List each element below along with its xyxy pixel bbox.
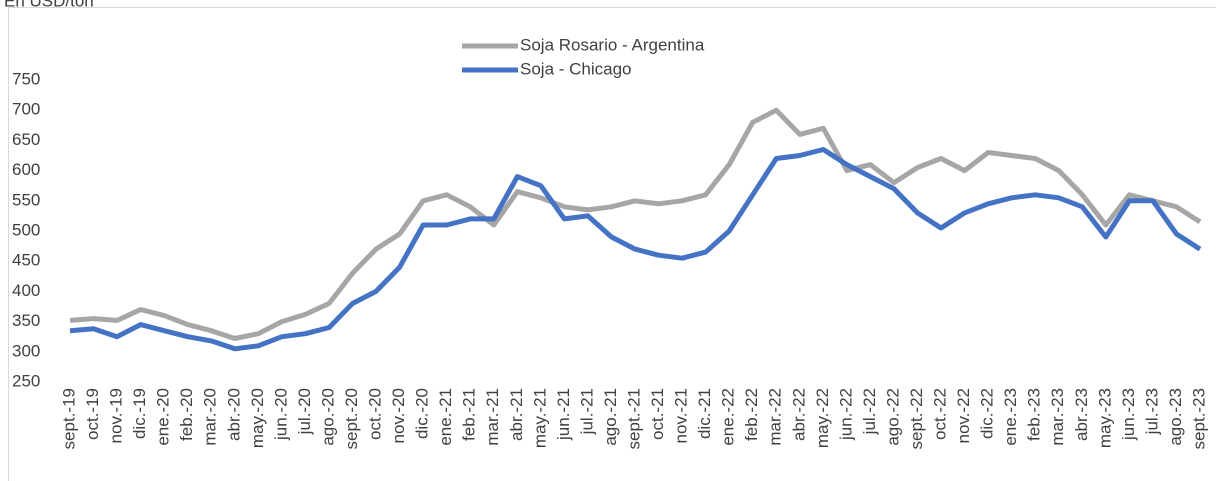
x-tick-label: jul.-21 (577, 388, 596, 435)
y-tick-label: 550 (12, 190, 40, 209)
x-tick-label: jun.-20 (271, 388, 290, 441)
x-tick-label: may.-23 (1095, 388, 1114, 448)
x-tick-label: oct.-19 (83, 388, 102, 440)
legend-label: Soja - Chicago (520, 59, 632, 78)
x-tick-label: oct.-21 (648, 388, 667, 440)
x-tick-label: ago.-20 (318, 388, 337, 446)
x-tick-label: feb.-21 (460, 388, 479, 441)
y-tick-label: 700 (12, 100, 40, 119)
x-tick-label: may.-22 (813, 388, 832, 448)
x-tick-label: ago.-21 (601, 388, 620, 446)
x-tick-label: jun.-23 (1119, 388, 1138, 441)
x-tick-label: jul.-22 (860, 388, 879, 435)
y-tick-label: 450 (12, 251, 40, 270)
y-tick-label: 400 (12, 281, 40, 300)
x-tick-label: mar.-20 (201, 388, 220, 446)
x-tick-label: mar.-22 (766, 388, 785, 446)
x-tick-label: feb.-23 (1025, 388, 1044, 441)
x-tick-label: ago.-22 (883, 388, 902, 446)
x-tick-label: sept.-22 (907, 388, 926, 449)
x-tick-label: nov.-21 (672, 388, 691, 443)
x-tick-label: jul.-23 (1142, 388, 1161, 435)
x-tick-label: jun.-22 (836, 388, 855, 441)
x-tick-label: oct.-20 (366, 388, 385, 440)
x-tick-label: sept.-19 (59, 388, 78, 449)
x-tick-label: ene.-20 (154, 388, 173, 446)
x-tick-label: mar.-23 (1048, 388, 1067, 446)
y-tick-label: 650 (12, 130, 40, 149)
y-tick-label: 300 (12, 341, 40, 360)
x-tick-label: ene.-23 (1001, 388, 1020, 446)
y-tick-label: 250 (12, 371, 40, 390)
x-tick-label: nov.-19 (107, 388, 126, 443)
x-tick-label: dic.-21 (695, 388, 714, 439)
x-tick-label: oct.-22 (931, 388, 950, 440)
subtitle: En USD/ton (4, 0, 94, 10)
x-tick-label: nov.-20 (389, 388, 408, 443)
x-tick-label: abr.-22 (789, 388, 808, 441)
x-tick-label: mar.-21 (483, 388, 502, 446)
x-tick-label: feb.-20 (177, 388, 196, 441)
x-tick-label: sept.-20 (342, 388, 361, 449)
x-tick-label: abr.-21 (507, 388, 526, 441)
x-tick-label: jun.-21 (554, 388, 573, 441)
x-tick-label: may.-20 (248, 388, 267, 448)
x-tick-label: sept.-23 (1189, 388, 1208, 449)
x-tick-label: abr.-20 (224, 388, 243, 441)
x-tick-label: jul.-20 (295, 388, 314, 435)
x-tick-label: dic.-22 (978, 388, 997, 439)
x-tick-label: ene.-22 (719, 388, 738, 446)
x-tick-label: dic.-19 (130, 388, 149, 439)
x-tick-label: sept.-21 (624, 388, 643, 449)
x-tick-label: may.-21 (530, 388, 549, 448)
series-line (69, 147, 1202, 352)
x-tick-label: feb.-22 (742, 388, 761, 441)
x-tick-label: dic.-20 (413, 388, 432, 439)
y-tick-label: 750 (12, 69, 40, 88)
y-tick-label: 350 (12, 311, 40, 330)
x-tick-label: abr.-23 (1072, 388, 1091, 441)
x-tick-label: ago.-23 (1166, 388, 1185, 446)
x-tick-label: nov.-22 (954, 388, 973, 443)
series-line (69, 107, 1202, 341)
y-tick-label: 500 (12, 220, 40, 239)
x-tick-label: ene.-21 (436, 388, 455, 446)
legend-label: Soja Rosario - Argentina (520, 35, 705, 54)
chart-frame (8, 7, 1216, 481)
y-tick-label: 600 (12, 160, 40, 179)
